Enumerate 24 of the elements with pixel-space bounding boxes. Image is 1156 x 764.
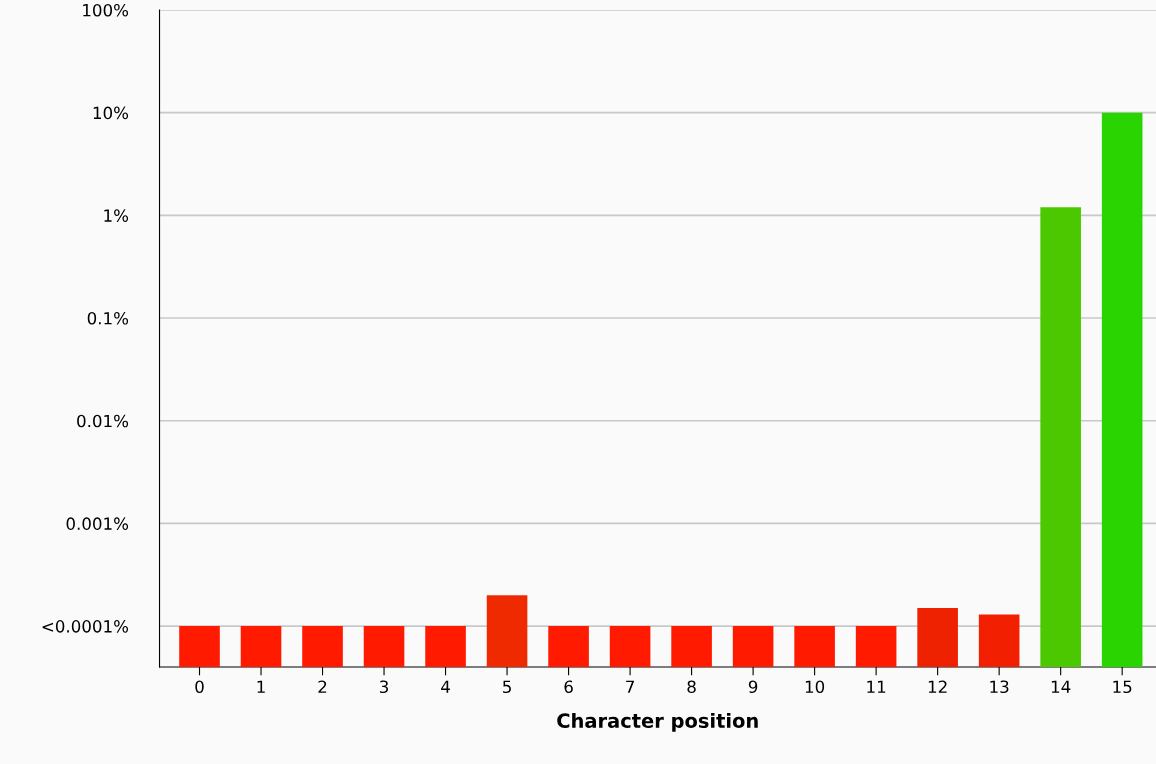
x-tick-label: 10	[805, 680, 825, 694]
x-tick-label: 8	[687, 680, 696, 694]
y-tick-label: 100%	[83, 3, 129, 17]
y-tick-label: <0.0001%	[42, 620, 129, 633]
x-tick-label: 6	[564, 680, 573, 694]
x-tick-label: 5	[503, 680, 511, 694]
x-tick-label: 14	[1051, 680, 1071, 693]
x-axis-title: Character position	[557, 712, 758, 732]
x-tick-label: 7	[626, 680, 634, 693]
x-tick-label: 15	[1113, 680, 1132, 694]
x-tick-label: 0	[195, 680, 204, 694]
y-tick-label: 1%	[104, 209, 129, 222]
x-tick-label: 13	[990, 680, 1009, 694]
y-tick-label: 0.01%	[77, 414, 129, 428]
x-tick-label: 12	[928, 680, 947, 693]
x-tick-label: 4	[441, 680, 450, 693]
x-tick-label: 9	[748, 680, 758, 694]
x-tick-label: 3	[380, 680, 389, 694]
y-tick-label: 10%	[93, 106, 129, 120]
x-tick-label: 1	[257, 680, 265, 693]
y-tick-label: 0.1%	[87, 311, 129, 325]
x-tick-label: 2	[318, 680, 327, 693]
y-tick-label: 0.001%	[66, 517, 129, 530]
x-tick-label: 11	[867, 680, 886, 693]
